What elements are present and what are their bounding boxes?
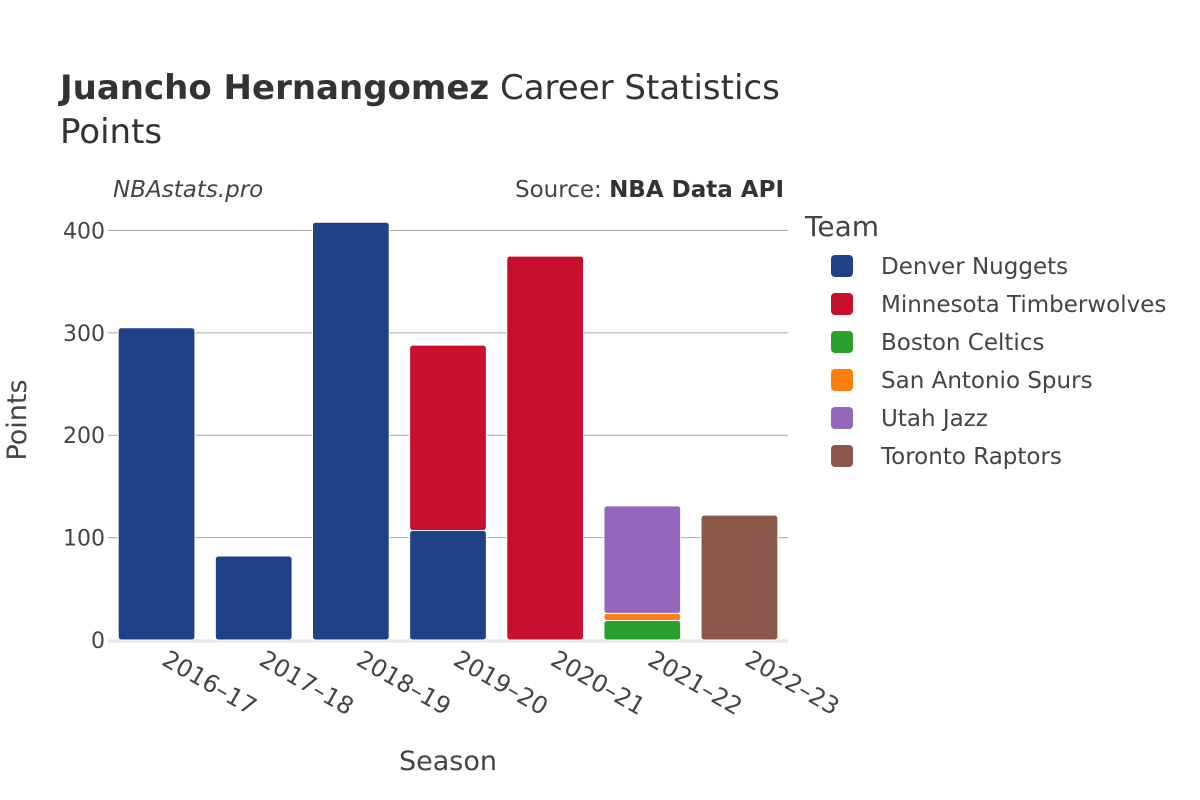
x-tick-label: 2021–22 [643, 645, 747, 721]
legend: Denver Nuggets Minnesota Timberwolves Bost… [831, 254, 1166, 470]
x-tick-label: 2019–20 [449, 645, 553, 721]
bar-segment [700, 514, 779, 641]
source-prefix: Source: [515, 177, 610, 203]
y-tick-label: 200 [63, 424, 105, 449]
bar-segment [214, 555, 293, 641]
bar-segment [603, 620, 682, 641]
y-tick-label: 300 [63, 322, 105, 347]
legend-swatch [831, 369, 853, 391]
brand-label: NBAstats.pro [113, 177, 264, 203]
legend-label: Denver Nuggets [881, 254, 1068, 280]
y-tick-label: 400 [63, 219, 105, 244]
bar-segment [506, 255, 585, 641]
bar-segment [117, 327, 196, 641]
title-rest: Career Statistics [489, 68, 780, 108]
legend-label: Toronto Raptors [880, 444, 1062, 470]
legend-swatch [831, 255, 853, 277]
y-axis-ticks: 0 100 200 300 400 [63, 219, 105, 654]
source-name: NBA Data API [609, 177, 784, 203]
source-label: Source: NBA Data API [515, 177, 784, 203]
legend-label: Boston Celtics [881, 330, 1044, 356]
legend-swatch [831, 407, 853, 429]
x-tick-label: 2017–18 [255, 645, 359, 721]
legend-swatch [831, 331, 853, 353]
x-tick-label: 2020–21 [546, 645, 650, 721]
bar-segment [311, 221, 390, 641]
y-tick-label: 0 [91, 629, 105, 654]
legend-label: Minnesota Timberwolves [881, 292, 1166, 318]
chart-title: Juancho Hernangomez Career Statistics Po… [60, 66, 780, 154]
x-tick-label: 2016–17 [158, 645, 262, 721]
legend-swatch [831, 445, 853, 467]
x-axis-title: Season [399, 746, 497, 777]
chart-subtitle: Points [60, 112, 163, 152]
y-axis-title: Points [2, 379, 33, 460]
bar-segment [603, 505, 682, 614]
bar-segment [603, 612, 682, 622]
bar-segment [409, 529, 487, 641]
bars [117, 221, 779, 641]
legend-swatch [831, 293, 853, 315]
player-name: Juancho Hernangomez [60, 68, 490, 108]
bar-segment [409, 344, 487, 531]
legend-title: Team [804, 210, 879, 243]
x-tick-label: 2018–19 [352, 645, 456, 721]
x-tick-label: 2022–23 [740, 645, 844, 721]
legend-label: Utah Jazz [881, 406, 988, 432]
x-axis-ticks: 2016–172017–182018–192019–202020–212021–… [158, 645, 845, 721]
legend-label: San Antonio Spurs [881, 368, 1093, 394]
y-tick-label: 100 [63, 527, 105, 552]
